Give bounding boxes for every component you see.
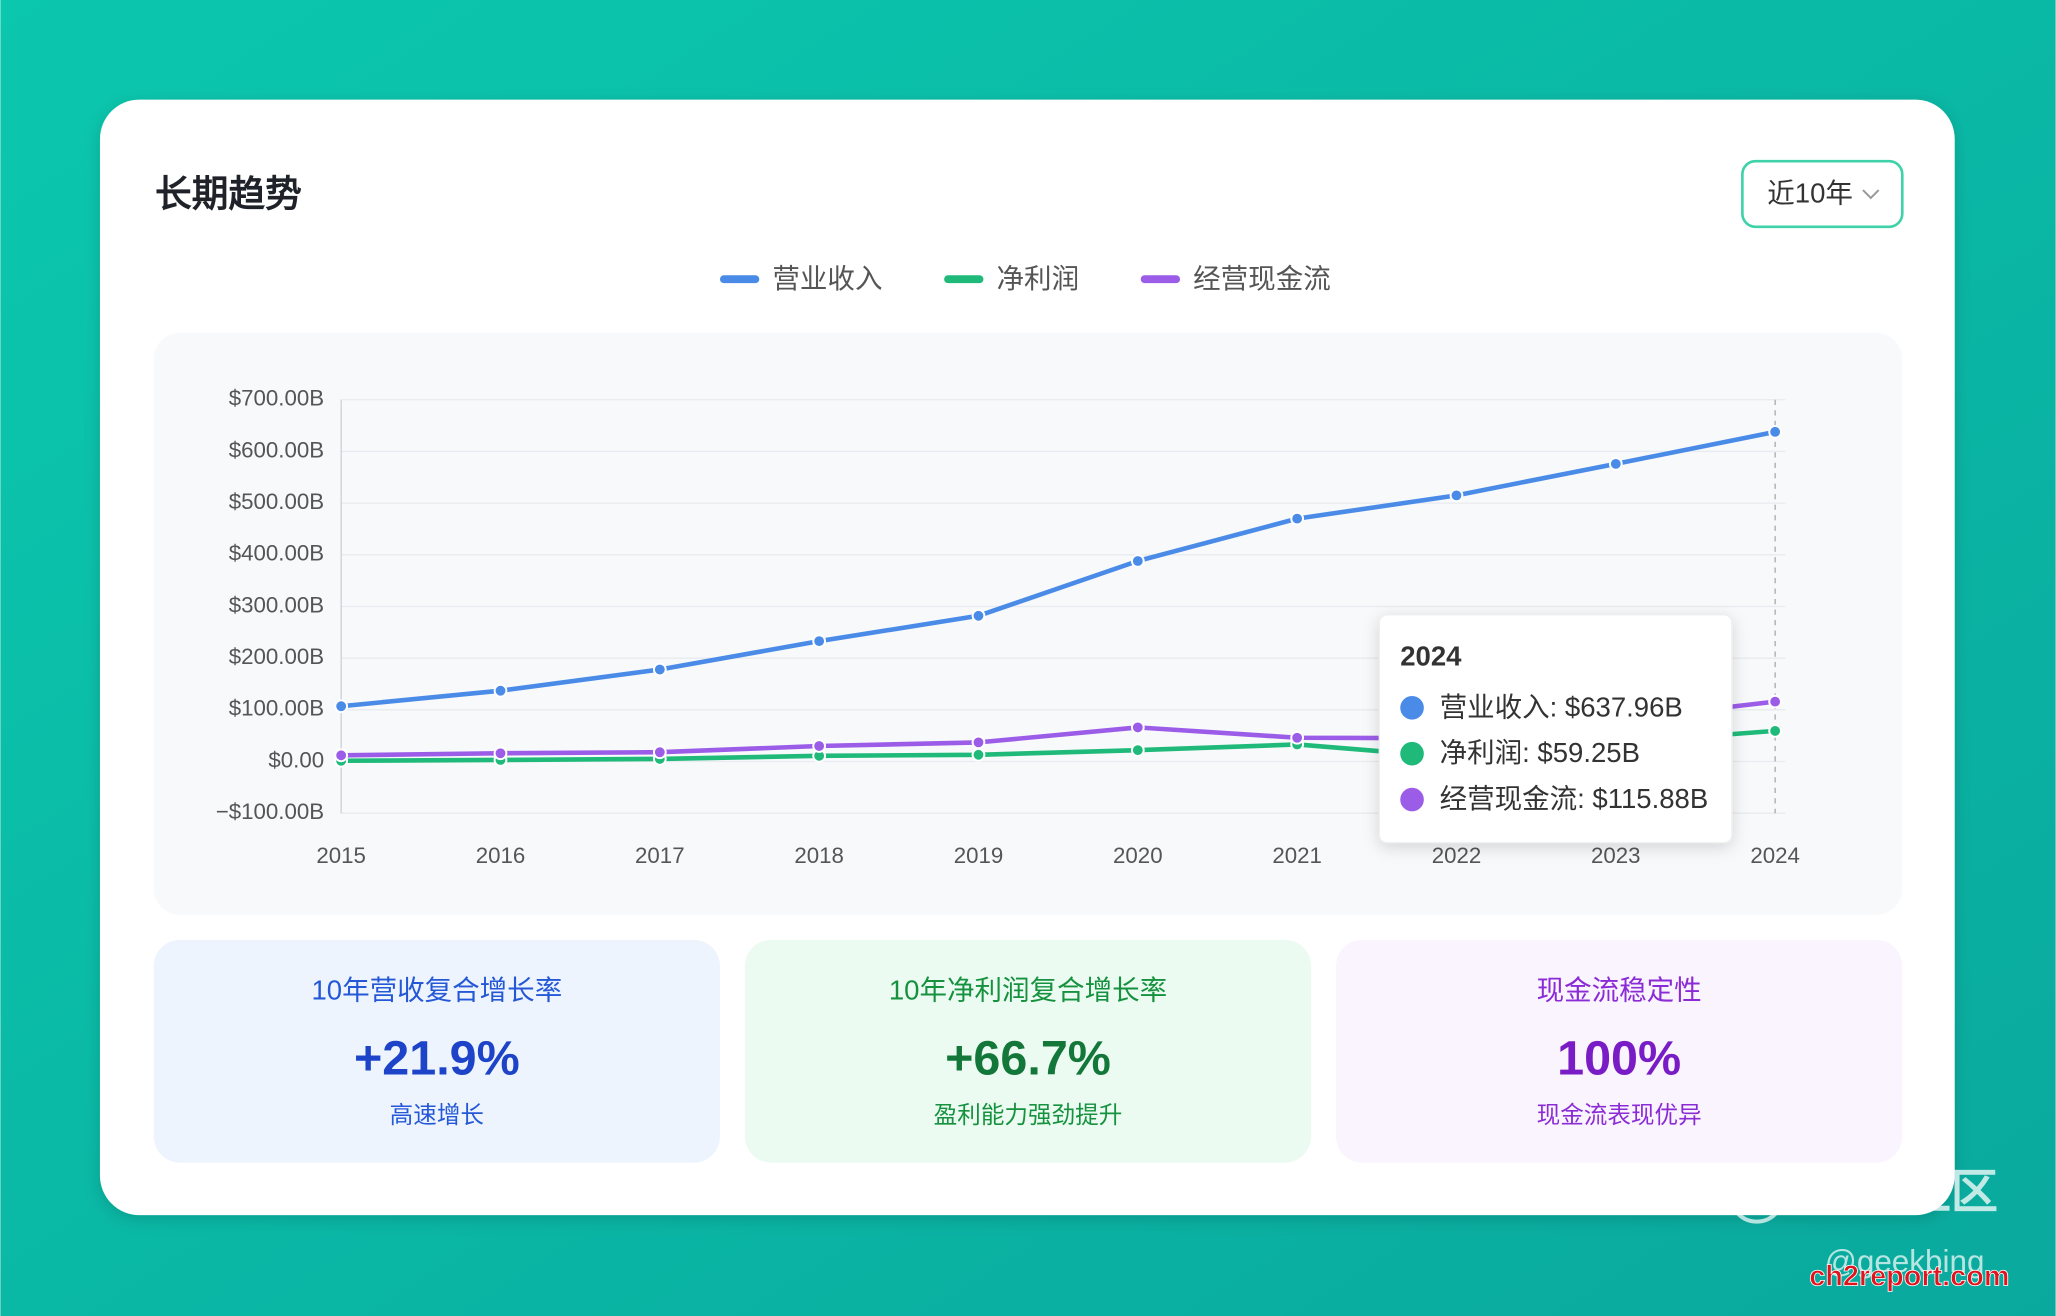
watermark-logo [1728,1167,1785,1224]
x-tick-label: 2021 [1272,843,1322,868]
stat-title: 10年净利润复合增长率 [889,975,1167,1006]
stat-title: 现金流稳定性 [1537,975,1702,1006]
legend-label: 净利润 [997,263,1080,294]
x-tick-label: 2024 [1750,843,1800,868]
tooltip-item: 营业收入: $637.96B [1440,691,1683,722]
data-point [971,747,986,762]
tooltip-dot [1400,696,1424,720]
x-tick-label: 2016 [476,843,526,868]
data-point [1449,488,1464,503]
data-point [334,699,349,714]
y-tick-label: $300.00B [229,592,324,617]
tooltip-title: 2024 [1400,640,1462,671]
tooltip-item: 经营现金流: $115.88B [1440,783,1709,814]
stat-card [1336,939,1903,1163]
y-tick-label: −$100.00B [216,799,324,824]
y-tick-label: $500.00B [229,489,324,514]
section-title: 长期趋势 [155,173,302,214]
stat-card [153,939,720,1163]
tooltip-dot [1400,741,1424,766]
data-point [1768,724,1783,738]
data-point [652,662,667,677]
data-point [971,608,986,623]
range-value: 近10年 [1767,178,1853,209]
stat-subtitle: 高速增长 [390,1102,484,1128]
chevron [1862,189,1880,200]
watermark-site: 老虎社区 [1809,1165,1998,1218]
tooltip [1378,614,1733,844]
data-point [812,634,827,648]
data-point [812,739,827,753]
data-point [1130,720,1145,735]
data-point [971,735,986,750]
x-tick-label: 2023 [1591,843,1641,868]
watermark-user: @geekbing [1825,1244,1985,1279]
range-dropdown[interactable] [1741,159,1904,229]
data-point [493,683,508,698]
stat-subtitle: 盈利能力强劲提升 [934,1102,1123,1128]
stat-subtitle: 现金流表现优异 [1537,1102,1702,1128]
y-tick-label: $0.00 [268,747,324,772]
watermark-source: ch2report.com [1809,1261,2009,1293]
data-point [1608,456,1623,471]
data-point [1130,554,1145,568]
x-tick-label: 2022 [1432,843,1482,868]
data-point [1290,511,1305,526]
tooltip-dot [1400,787,1424,812]
y-tick-label: $700.00B [229,386,324,411]
x-tick-label: 2019 [954,843,1004,868]
y-tick-label: $600.00B [229,437,324,462]
data-point [652,745,667,760]
legend-label: 经营现金流 [1193,263,1331,294]
data-point [1768,424,1783,439]
stat-card [744,939,1312,1163]
y-tick-label: $100.00B [229,696,324,721]
stat-title: 10年营收复合增长率 [311,975,562,1006]
x-tick-label: 2020 [1113,843,1163,868]
stat-value: +66.7% [945,1032,1111,1086]
data-point [334,748,349,763]
y-tick-label: $400.00B [229,541,324,566]
stat-value: +21.9% [354,1032,520,1086]
stat-value: 100% [1557,1032,1681,1086]
tooltip-item: 净利润: $59.25B [1440,737,1640,768]
data-point [1768,694,1783,709]
data-point [1130,743,1145,758]
series-line [340,429,1776,709]
legend-label: 营业收入 [772,263,882,294]
y-tick-label: $200.00B [229,644,324,669]
x-tick-label: 2018 [794,843,844,868]
x-tick-label: 2015 [316,843,366,868]
x-tick-label: 2017 [635,843,685,868]
data-point [493,746,508,761]
data-point [1290,730,1305,745]
